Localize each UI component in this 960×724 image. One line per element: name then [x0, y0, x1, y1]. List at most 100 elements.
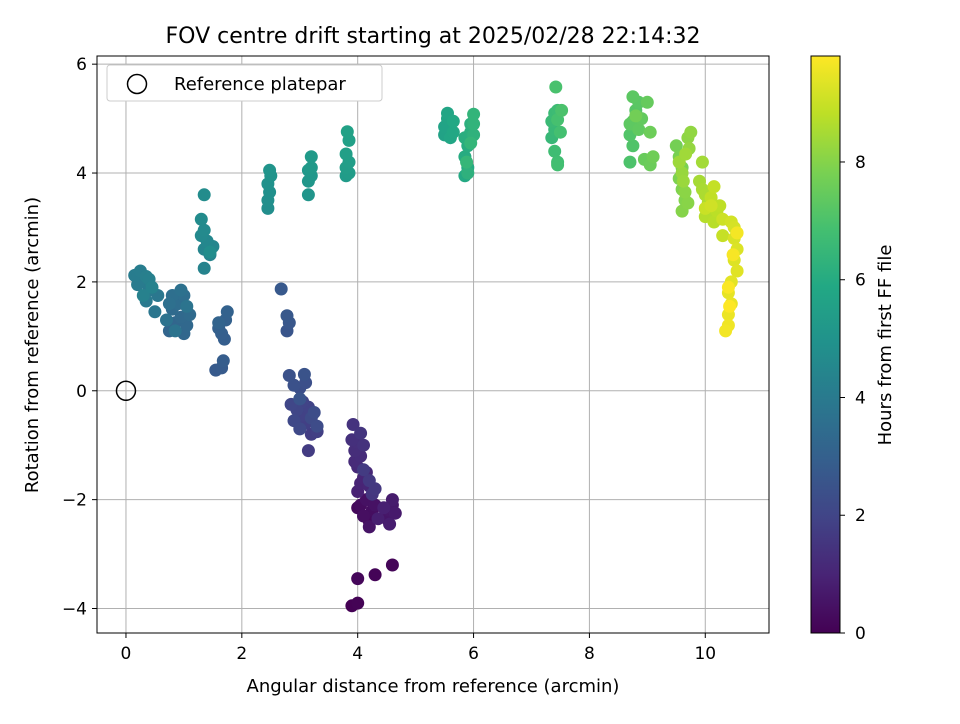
- colorbar-tick-label: 4: [855, 388, 866, 408]
- data-point: [695, 155, 709, 169]
- data-point: [446, 125, 460, 139]
- data-point: [383, 517, 397, 531]
- plot-frame: [96, 55, 770, 634]
- data-point: [362, 520, 376, 534]
- legend-box: [106, 64, 383, 102]
- data-point: [629, 109, 643, 123]
- data-point: [297, 367, 311, 381]
- data-point: [274, 282, 288, 296]
- data-point: [371, 512, 385, 526]
- data-point: [388, 506, 402, 520]
- data-point: [385, 493, 399, 507]
- data-point: [357, 463, 370, 477]
- y-tick-label: −4: [62, 600, 87, 620]
- data-point: [304, 161, 318, 175]
- y-tick-label: −2: [62, 491, 87, 511]
- y-axis-ticks: −4 −2 0 2 4 6: [62, 55, 97, 620]
- data-point: [719, 324, 733, 338]
- colorbar-tick-label: 8: [855, 153, 866, 173]
- x-axis-label: Angular distance from reference (arcmin): [247, 676, 620, 697]
- data-point: [162, 297, 176, 311]
- x-axis-ticks: 0 2 4 6 8 10: [121, 633, 716, 664]
- data-point: [678, 185, 692, 199]
- data-point: [351, 596, 365, 610]
- data-point: [197, 188, 211, 202]
- data-point: [136, 289, 150, 302]
- data-point: [721, 280, 735, 294]
- data-point: [197, 223, 211, 237]
- data-point: [310, 419, 324, 433]
- data-point: [446, 114, 460, 128]
- data-point: [340, 125, 354, 139]
- data-point: [385, 558, 399, 572]
- data-point: [148, 305, 162, 319]
- data-point: [168, 324, 182, 338]
- x-tick-label: 4: [352, 644, 363, 664]
- y-tick-label: 2: [76, 273, 87, 293]
- data-point: [707, 180, 721, 194]
- data-point: [646, 150, 660, 164]
- data-point: [357, 509, 370, 523]
- data-point: [362, 474, 376, 488]
- data-point: [357, 438, 370, 452]
- data-point: [461, 166, 475, 180]
- data-point: [467, 107, 481, 121]
- data-point: [623, 155, 637, 169]
- data-point: [351, 572, 365, 586]
- data-point: [723, 299, 737, 313]
- legend: Reference platepar: [106, 64, 383, 102]
- data-point: [280, 309, 294, 323]
- colorbar-label: Hours from first FF file: [875, 245, 896, 446]
- data-point: [212, 316, 226, 330]
- data-point: [704, 199, 718, 213]
- legend-marker-icon: [126, 73, 148, 95]
- data-point: [681, 196, 695, 210]
- data-point: [726, 248, 740, 262]
- data-point: [203, 245, 217, 259]
- data-point: [197, 261, 211, 275]
- data-point: [301, 188, 315, 202]
- data-point: [304, 150, 318, 164]
- data-point: [368, 568, 382, 582]
- data-point: [555, 103, 569, 117]
- data-point: [160, 313, 173, 327]
- data-point: [377, 501, 391, 515]
- data-point: [669, 139, 683, 153]
- data-point: [626, 139, 640, 153]
- colorbar-tick-label: 6: [855, 271, 866, 291]
- data-point: [684, 125, 698, 139]
- grid: [97, 56, 769, 633]
- data-point: [730, 226, 744, 240]
- data-point: [679, 147, 693, 161]
- data-point: [467, 117, 481, 131]
- y-tick-label: 6: [76, 55, 87, 75]
- data-point: [339, 147, 353, 161]
- colorbar-tick-label: 0: [855, 624, 866, 644]
- colorbar: [810, 55, 841, 634]
- data-point: [282, 369, 296, 382]
- data-point: [553, 125, 567, 139]
- data-points: [115, 80, 744, 613]
- data-point: [180, 299, 194, 313]
- data-point: [549, 80, 563, 94]
- data-point: [293, 422, 307, 436]
- data-point: [551, 158, 565, 172]
- data-point: [307, 406, 321, 419]
- data-point: [464, 136, 478, 150]
- data-point: [716, 229, 730, 243]
- y-tick-label: 4: [76, 164, 87, 184]
- data-point: [263, 163, 277, 177]
- x-tick-label: 8: [584, 644, 595, 664]
- data-point: [145, 280, 159, 294]
- data-point: [548, 144, 562, 158]
- data-point: [632, 123, 646, 136]
- legend-entry-label: Reference platepar: [174, 74, 346, 95]
- x-tick-label: 10: [694, 644, 716, 664]
- data-point: [194, 212, 208, 226]
- data-point: [174, 283, 188, 297]
- colorbar-tick-label: 2: [855, 506, 866, 526]
- y-axis-label: Rotation from reference (arcmin): [22, 197, 43, 493]
- data-point: [287, 378, 301, 392]
- data-point: [354, 426, 368, 440]
